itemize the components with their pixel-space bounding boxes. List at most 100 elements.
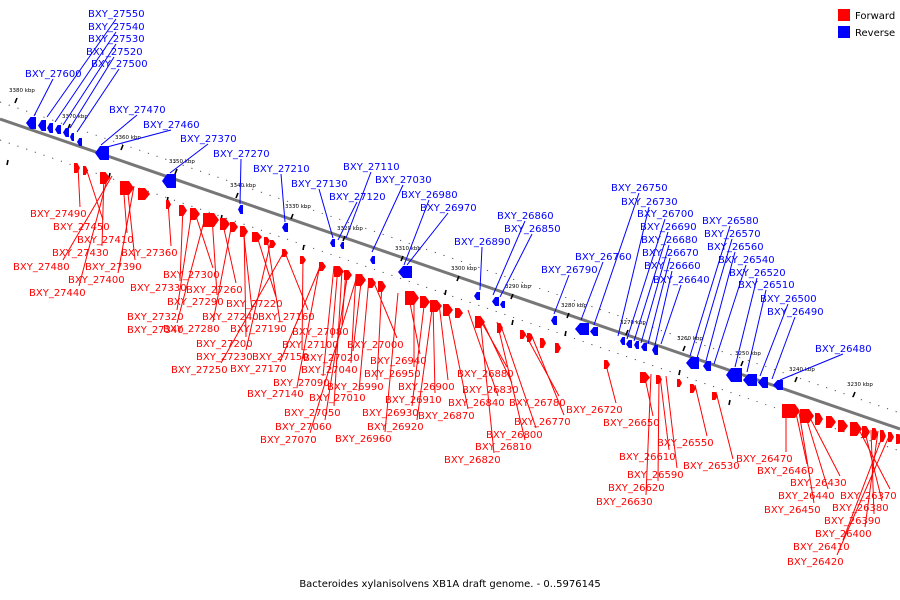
gene-feature bbox=[641, 343, 647, 351]
gene-label: BXY_27290 bbox=[167, 297, 224, 308]
leader-line bbox=[279, 261, 323, 363]
gene-label: BXY_26850 bbox=[504, 224, 561, 235]
leader-line bbox=[126, 183, 136, 261]
gene-feature bbox=[551, 316, 557, 325]
tick-label: 3270 kbp bbox=[620, 320, 646, 326]
leader-line bbox=[654, 270, 673, 346]
gene-label: BXY_27040 bbox=[301, 365, 358, 376]
tick-label: 3250 kbp bbox=[735, 351, 761, 357]
tick-mark bbox=[235, 192, 239, 199]
leader-line bbox=[771, 316, 796, 380]
leader-line bbox=[101, 173, 105, 247]
gene-label: BXY_27390 bbox=[85, 262, 142, 273]
gene-label: BXY_26550 bbox=[657, 438, 714, 449]
gene-feature bbox=[872, 428, 878, 440]
tick-mark bbox=[444, 289, 447, 296]
tick-mark bbox=[852, 391, 856, 398]
gene-label: BXY_26730 bbox=[621, 197, 678, 208]
gene-label: BXY_26900 bbox=[398, 382, 455, 393]
leader-line bbox=[496, 321, 526, 441]
tick-mark bbox=[566, 312, 570, 319]
tick-label: 3350 kbp bbox=[169, 159, 195, 165]
gene-labels: BXY_27550BXY_27540BXY_27530BXY_27520BXY_… bbox=[13, 9, 897, 568]
gene-label: BXY_26880 bbox=[457, 369, 514, 380]
gene-label: BXY_27060 bbox=[275, 422, 332, 433]
leader-line bbox=[122, 181, 128, 234]
gene-label: BXY_26990 bbox=[327, 382, 384, 393]
gene-feature bbox=[677, 379, 682, 387]
gene-label: BXY_26840 bbox=[448, 398, 505, 409]
tick-label: 3380 kbp bbox=[9, 88, 35, 94]
leader-line bbox=[640, 244, 670, 344]
leader-line bbox=[221, 219, 237, 284]
gene-feature bbox=[455, 308, 463, 318]
tick-mark bbox=[290, 213, 294, 220]
leader-line bbox=[283, 249, 309, 311]
gene-label: BXY_26670 bbox=[642, 248, 699, 259]
leader-line bbox=[266, 237, 281, 323]
gene-feature bbox=[492, 297, 499, 306]
gene-label: BXY_27150 bbox=[252, 352, 309, 363]
gene-feature bbox=[100, 172, 110, 184]
gene-label: BXY_26630 bbox=[596, 497, 653, 508]
gene-feature bbox=[270, 240, 276, 248]
tick-label: 3370 kbp bbox=[62, 114, 88, 120]
leader-line bbox=[309, 275, 358, 434]
gene-label: BXY_26410 bbox=[793, 542, 850, 553]
gene-label: BXY_26470 bbox=[736, 454, 793, 465]
leader-line bbox=[193, 209, 214, 269]
leader-line bbox=[492, 220, 526, 296]
leader-line bbox=[705, 251, 736, 362]
leader-line bbox=[807, 413, 841, 477]
gene-label: BXY_27520 bbox=[86, 47, 143, 58]
tick-label: 3240 kbp bbox=[789, 367, 815, 373]
gene-label: BXY_26680 bbox=[641, 235, 698, 246]
tick-mark bbox=[342, 235, 346, 242]
leader-line bbox=[176, 209, 193, 311]
gene-label: BXY_26370 bbox=[840, 491, 897, 502]
leader-line bbox=[371, 184, 404, 253]
map-caption: Bacteroides xylanisolvens XB1A draft gen… bbox=[299, 579, 600, 590]
gene-label: BXY_27320 bbox=[127, 312, 184, 323]
gene-label: BXY_27530 bbox=[88, 34, 145, 45]
gene-feature bbox=[77, 138, 82, 146]
gene-label: BXY_26510 bbox=[738, 280, 795, 291]
gene-label: BXY_26820 bbox=[444, 455, 501, 466]
tick-label: 3320 kbp bbox=[337, 226, 363, 232]
gene-label: BXY_27410 bbox=[77, 235, 134, 246]
tick-label: 3330 kbp bbox=[285, 204, 311, 210]
tick-label: 3340 kbp bbox=[230, 183, 256, 189]
legend-forward-swatch bbox=[838, 9, 850, 21]
gene-feature bbox=[497, 323, 503, 333]
leader-line bbox=[85, 167, 104, 221]
gene-feature bbox=[703, 361, 711, 371]
leader-line bbox=[345, 171, 372, 239]
gene-label: BXY_26790 bbox=[541, 265, 598, 276]
gene-feature bbox=[368, 278, 376, 288]
gene-label: BXY_27230 bbox=[196, 352, 253, 363]
leader-line bbox=[804, 413, 829, 490]
tick-label: 3300 kbp bbox=[451, 266, 477, 272]
legend-reverse-label: Reverse bbox=[855, 28, 895, 39]
leader-line bbox=[499, 233, 533, 298]
leader-line bbox=[659, 375, 670, 451]
gene-label: BXY_26760 bbox=[575, 252, 632, 263]
leader-line bbox=[715, 391, 734, 460]
gene-feature bbox=[398, 266, 412, 278]
gene-feature bbox=[690, 384, 696, 393]
gene-label: BXY_26650 bbox=[603, 418, 660, 429]
leader-line bbox=[245, 239, 272, 351]
gene-label: BXY_27550 bbox=[88, 9, 145, 20]
gene-feature bbox=[282, 223, 288, 232]
leader-line bbox=[660, 284, 682, 345]
gene-label: BXY_27160 bbox=[258, 312, 315, 323]
leader-line bbox=[179, 205, 184, 282]
gene-label: BXY_26800 bbox=[486, 430, 543, 441]
gene-feature bbox=[838, 420, 848, 432]
leader-line bbox=[798, 411, 815, 504]
tick-label: 3230 kbp bbox=[847, 382, 873, 388]
leader-line bbox=[626, 218, 666, 340]
gene-label: BXY_26770 bbox=[514, 417, 571, 428]
leader-line bbox=[523, 331, 560, 397]
